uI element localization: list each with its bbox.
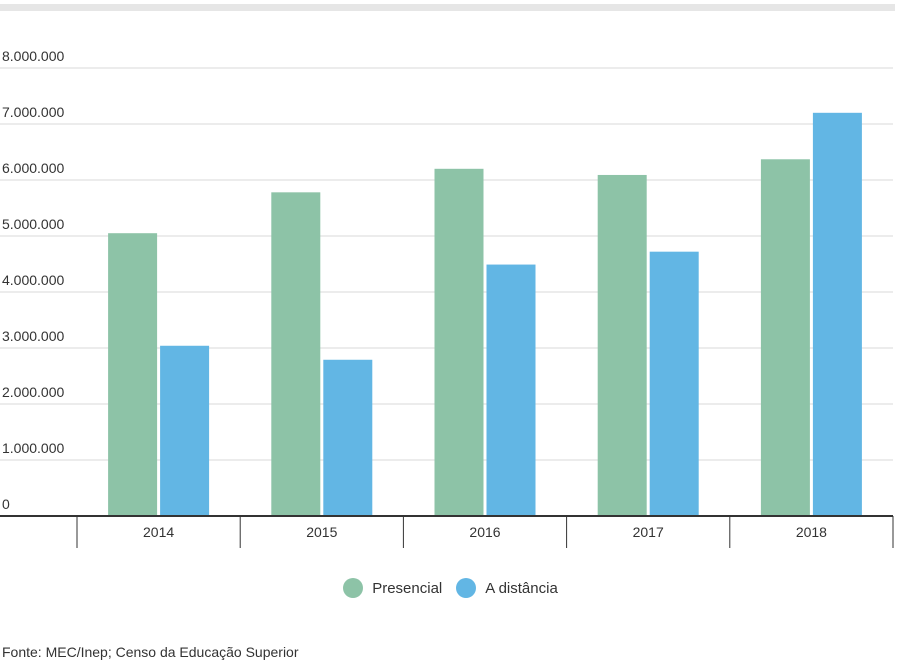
y-tick-label: 6.000.000 — [2, 160, 64, 176]
y-tick-label: 0 — [2, 496, 10, 512]
x-tick-label: 2014 — [143, 524, 174, 540]
bar-a-distancia — [323, 359, 373, 516]
x-tick-label: 2015 — [306, 524, 337, 540]
y-tick-label: 7.000.000 — [2, 104, 64, 120]
bar-a-distancia — [812, 112, 862, 517]
bar-chart: 0 1.000.000 2.000.000 3.000.000 4.000.000 5.0… — [0, 48, 894, 548]
bar-a-distancia — [649, 251, 699, 516]
legend-swatch-presencial — [343, 578, 364, 598]
bar-presencial — [597, 174, 647, 516]
top-rule — [0, 4, 895, 11]
bar-a-distancia — [160, 345, 210, 516]
legend-label-a-distancia: A distância — [485, 579, 558, 597]
legend-item-a-distancia: A distância — [456, 578, 558, 598]
bar-presencial — [434, 168, 484, 517]
legend: Presencial A distância — [0, 578, 901, 598]
source-note: Fonte: MEC/Inep; Censo da Educação Super… — [2, 644, 299, 660]
bar-presencial — [271, 192, 321, 516]
y-tick-label: 5.000.000 — [2, 216, 64, 232]
y-tick-label: 8.000.000 — [2, 48, 64, 64]
legend-label-presencial: Presencial — [372, 579, 443, 597]
y-tick-label: 1.000.000 — [2, 440, 64, 456]
bar-presencial — [108, 233, 158, 516]
y-tick-label: 3.000.000 — [2, 328, 64, 344]
legend-swatch-a-distancia — [456, 578, 477, 598]
bar-a-distancia — [486, 264, 536, 516]
x-tick-label: 2017 — [633, 524, 664, 540]
y-tick-label: 2.000.000 — [2, 384, 64, 400]
legend-item-presencial: Presencial — [343, 578, 442, 598]
bar-presencial — [760, 159, 810, 516]
x-tick-label: 2018 — [796, 524, 827, 540]
y-tick-label: 4.000.000 — [2, 272, 64, 288]
x-tick-label: 2016 — [469, 524, 500, 540]
